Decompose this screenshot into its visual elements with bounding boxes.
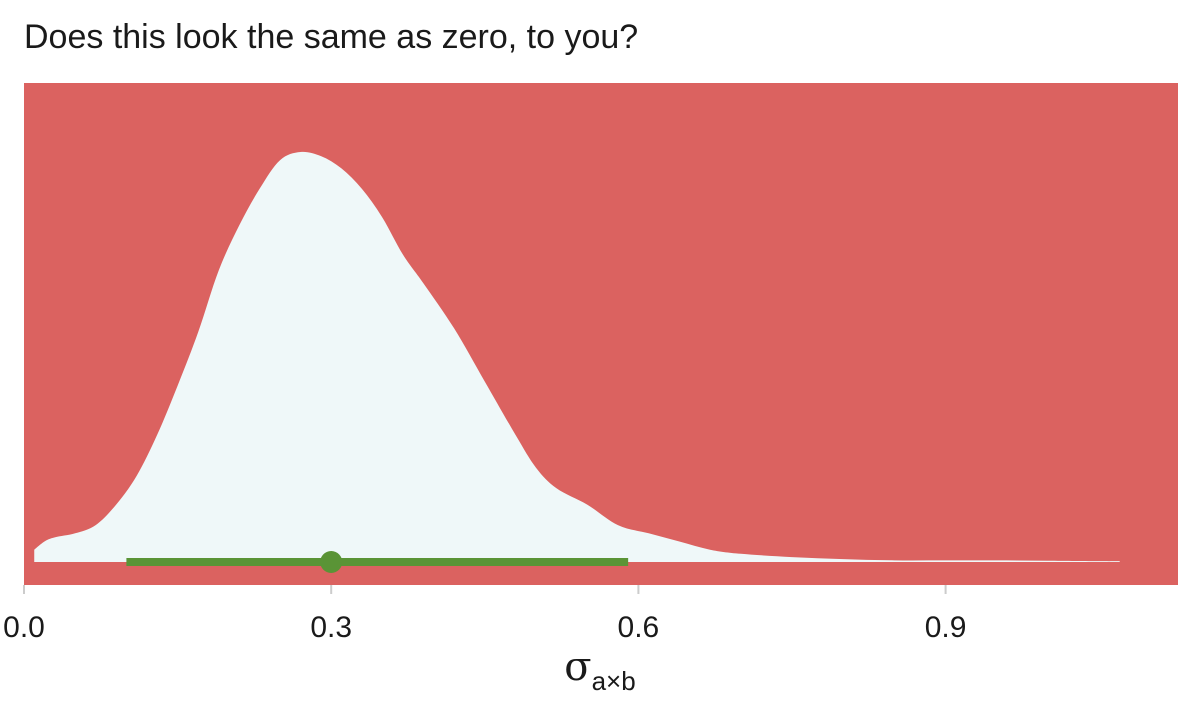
density-area	[34, 151, 1120, 562]
x-axis-ticks: 0.0 0.3 0.6 0.9	[3, 585, 966, 644]
x-axis-label-subscript: a×b	[592, 666, 636, 696]
x-tick-label: 0.3	[310, 611, 352, 644]
x-tick-label: 0.9	[925, 611, 967, 644]
x-tick-label: 0.6	[618, 611, 660, 644]
x-axis-label-symbol: σ	[564, 644, 591, 690]
x-tick-label: 0.0	[3, 611, 45, 644]
point-estimate-dot	[320, 551, 343, 573]
chart-title: Does this look the same as zero, to you?	[24, 18, 639, 56]
x-axis-label: σa×b	[564, 644, 635, 696]
